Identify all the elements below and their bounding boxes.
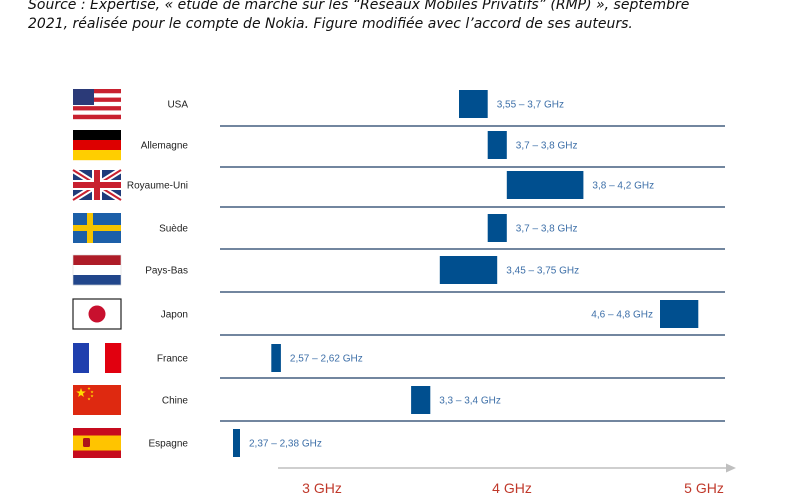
country-label: France [157,354,189,365]
flag-cross-red [73,182,121,188]
flag-band [105,343,122,373]
japan-flag [72,298,122,330]
flag-stripe [73,106,121,111]
range-label: 3,7 – 3,8 GHz [516,141,578,152]
country-label: Pays-Bas [145,266,188,277]
figure-caption: Source : Expertise, « étude de marché su… [28,0,788,34]
flag-band [73,150,121,161]
country-label: Chine [162,396,189,407]
country-label: Suède [159,224,188,235]
uk-flag [71,167,123,203]
flag-disc [88,305,106,323]
flag-band [73,275,121,286]
flag-outline [72,254,122,286]
flag-stripe [73,97,121,103]
flag-stripe [73,101,121,107]
flag-stripe [73,110,121,115]
flag-star [90,394,94,398]
country-label: Allemagne [141,141,189,152]
country-label: Japon [161,310,188,321]
netherlands-flag [72,254,122,286]
france-flag [73,343,122,373]
flag-star [90,390,94,394]
caption-line-1: Source : Expertise, « étude de marché su… [28,0,690,13]
sweden-flag [73,213,121,243]
range-label: 3,7 – 3,8 GHz [516,224,578,235]
range-bar [487,214,507,242]
flag-band [73,265,121,276]
flag-star [87,386,91,390]
china-flag [73,385,121,415]
flag-stripe [73,93,121,98]
range-bar [411,386,431,414]
flag-star [76,388,86,398]
range-label: 3,45 – 3,75 GHz [506,266,579,277]
x-tick-label: 5 GHz [684,480,724,496]
x-tick-label: 3 GHz [302,480,342,496]
range-label: 3,8 – 4,2 GHz [592,181,654,192]
range-label: 3,3 – 3,4 GHz [439,396,501,407]
range-bar [271,344,281,372]
flag-emblem [83,438,90,447]
spain-flag [73,428,121,458]
range-bar [233,429,240,457]
flag-band [89,343,106,373]
flag-band [73,130,121,141]
range-label: 2,57 – 2,62 GHz [290,354,363,365]
range-bar [459,90,488,118]
caption-line-2: 2021, réalisée pour le compte de Nokia. … [28,16,633,32]
range-label: 2,37 – 2,38 GHz [249,439,322,450]
flag-band [73,435,121,451]
flag-band [73,343,90,373]
x-tick-label: 4 GHz [492,480,532,496]
range-bar [487,131,507,159]
country-label: USA [167,100,188,111]
germany-flag [73,130,121,161]
x-axis-arrow [726,463,736,473]
flag-cross [73,225,121,231]
flag-field [73,385,121,415]
flag-band [73,255,121,266]
country-label: Royaume-Uni [127,181,188,192]
range-bar [660,300,699,328]
flag-band [73,140,121,151]
range-label: 4,6 – 4,8 GHz [591,310,653,321]
flag-canton [73,89,94,105]
range-label: 3,55 – 3,7 GHz [497,100,564,111]
usa-flag [73,89,121,120]
flag-star [87,397,91,401]
country-label: Espagne [149,439,189,450]
range-bar [506,171,584,199]
flag-stripe [73,114,121,120]
range-bar [439,256,498,284]
flag-stripe [73,89,121,94]
